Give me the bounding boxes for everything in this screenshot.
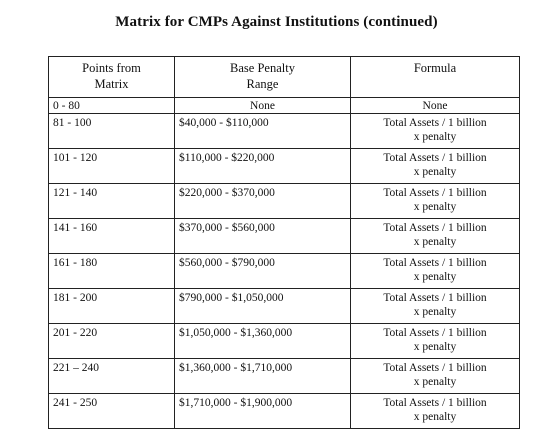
cell-points: 221 – 240 [48,358,175,394]
formula-line1: Total Assets / 1 billion [383,327,487,339]
table-row: 0 - 80 None None [48,97,520,114]
formula-line2: x penalty [413,411,457,423]
cell-points: 81 - 100 [48,113,175,149]
formula-line1: Total Assets / 1 billion [383,362,487,374]
cell-points: 101 - 120 [48,148,175,184]
cell-formula: Total Assets / 1 billion x penalty [350,148,520,184]
table-row: 101 - 120 $110,000 - $220,000 Total Asse… [48,148,520,184]
header-points-line1: Points from [82,61,141,75]
penalty-matrix-table: Points from Matrix Base Penalty Range Fo… [48,56,520,429]
cell-range: $40,000 - $110,000 [174,113,351,149]
cell-formula: Total Assets / 1 billion x penalty [350,218,520,254]
cell-range: $1,050,000 - $1,360,000 [174,323,351,359]
cell-range: $370,000 - $560,000 [174,218,351,254]
page-title: Matrix for CMPs Against Institutions (co… [115,14,438,30]
formula-line1: Total Assets / 1 billion [383,222,487,234]
table-row: 81 - 100 $40,000 - $110,000 Total Assets… [48,113,520,149]
formula-line1: Total Assets / 1 billion [383,152,487,164]
table-row: 181 - 200 $790,000 - $1,050,000 Total As… [48,288,520,324]
table-row: 161 - 180 $560,000 - $790,000 Total Asse… [48,253,520,289]
formula-line2: x penalty [413,166,457,178]
formula-line1: Total Assets / 1 billion [383,292,487,304]
table-header-row: Points from Matrix Base Penalty Range Fo… [48,56,520,98]
formula-line1: Total Assets / 1 billion [383,397,487,409]
cell-range: $560,000 - $790,000 [174,253,351,289]
cell-formula: Total Assets / 1 billion x penalty [350,323,520,359]
table-row: 221 – 240 $1,360,000 - $1,710,000 Total … [48,358,520,394]
cell-points: 0 - 80 [48,97,175,114]
formula-line2: x penalty [413,131,457,143]
cell-formula: Total Assets / 1 billion x penalty [350,288,520,324]
cell-points: 141 - 160 [48,218,175,254]
table-row: 201 - 220 $1,050,000 - $1,360,000 Total … [48,323,520,359]
formula-line1: Total Assets / 1 billion [383,257,487,269]
cell-points: 161 - 180 [48,253,175,289]
table-row: 121 - 140 $220,000 - $370,000 Total Asse… [48,183,520,219]
cell-points: 121 - 140 [48,183,175,219]
cell-range: None [174,97,351,114]
formula-line2: x penalty [413,306,457,318]
cell-range: $110,000 - $220,000 [174,148,351,184]
cell-formula: Total Assets / 1 billion x penalty [350,358,520,394]
table-row: 241 - 250 $1,710,000 - $1,900,000 Total … [48,393,520,429]
header-points-line2: Matrix [94,77,129,91]
cell-formula: Total Assets / 1 billion x penalty [350,113,520,149]
cell-formula: Total Assets / 1 billion x penalty [350,183,520,219]
header-range-line1: Base Penalty [230,61,295,75]
formula-line2: x penalty [413,201,457,213]
formula-line1: Total Assets / 1 billion [383,117,487,129]
cell-range: $1,360,000 - $1,710,000 [174,358,351,394]
header-points: Points from Matrix [48,56,175,98]
header-range-line2: Range [246,77,279,91]
formula-line2: x penalty [413,236,457,248]
cell-range: $1,710,000 - $1,900,000 [174,393,351,429]
header-formula: Formula [350,56,520,98]
table-row: 141 - 160 $370,000 - $560,000 Total Asse… [48,218,520,254]
cell-points: 201 - 220 [48,323,175,359]
cell-range: $220,000 - $370,000 [174,183,351,219]
cell-formula: Total Assets / 1 billion x penalty [350,253,520,289]
header-range: Base Penalty Range [174,56,351,98]
header-formula-label: Formula [413,61,457,75]
formula-line2: x penalty [413,271,457,283]
cell-range: $790,000 - $1,050,000 [174,288,351,324]
cell-points: 241 - 250 [48,393,175,429]
cell-points: 181 - 200 [48,288,175,324]
formula-line1: Total Assets / 1 billion [383,187,487,199]
formula-line2: x penalty [413,341,457,353]
cell-formula: Total Assets / 1 billion x penalty [350,393,520,429]
cell-formula: None [350,97,520,114]
formula-line2: x penalty [413,376,457,388]
